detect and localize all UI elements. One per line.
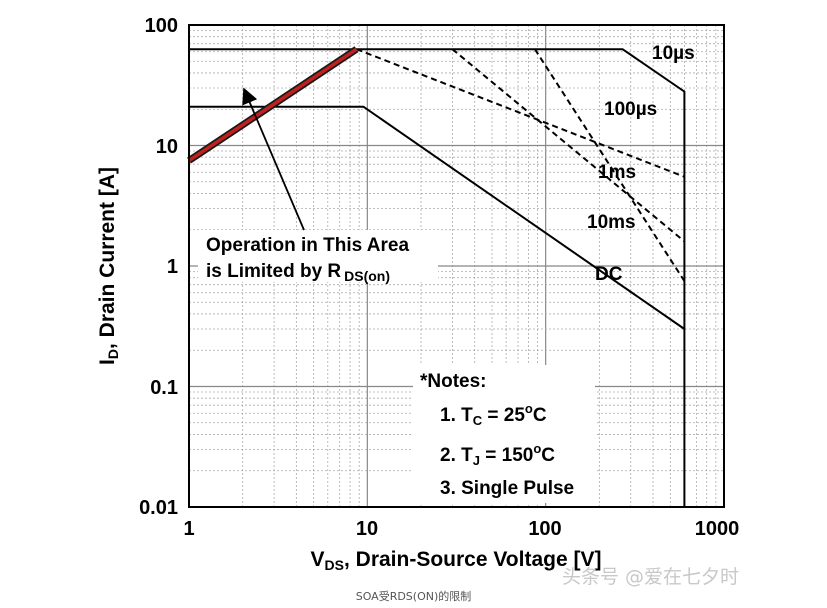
- x-tick-10: 10: [356, 518, 378, 540]
- notes-background: [413, 365, 595, 503]
- curves: [187, 46, 686, 507]
- label-1ms: 1ms: [598, 162, 636, 183]
- note-3: 3. Single Pulse: [440, 478, 574, 499]
- curve-1ms: [451, 48, 686, 243]
- x-tick-1000: 1000: [695, 518, 740, 540]
- x-axis-title: VDS, Drain-Source Voltage [V]: [311, 548, 602, 573]
- y-tick-10: 10: [156, 136, 178, 158]
- y-axis-title: ID, Drain Current [A]: [96, 167, 121, 365]
- annotation-line-2: is Limited by R DS(on): [206, 261, 390, 284]
- annotation-background: [198, 230, 438, 282]
- watermark: 头条号 @爱在七夕时: [562, 566, 740, 588]
- annotation-line-1: Operation in This Area: [206, 235, 409, 256]
- y-tick-1: 1: [167, 256, 178, 278]
- x-tick-100: 100: [528, 518, 561, 540]
- note-1: 1. TC = 25oC: [440, 401, 547, 428]
- curve-10ms: [534, 48, 686, 282]
- annotation-arrow: [242, 87, 305, 231]
- y-tick-0.1: 0.1: [150, 377, 178, 399]
- label-10ms: 10ms: [587, 212, 636, 233]
- x-tick-1: 1: [183, 518, 194, 540]
- curve-10-s: [189, 48, 686, 507]
- y-tick-100: 100: [145, 15, 178, 37]
- label-100us: 100µs: [604, 99, 657, 120]
- curve-100-s: [356, 48, 685, 178]
- label-10us: 10µs: [652, 43, 695, 64]
- note-2: 2. TJ = 150oC: [440, 441, 555, 468]
- y-tick-0.01: 0.01: [139, 497, 178, 519]
- curve-dc: [189, 105, 685, 330]
- label-dc: DC: [595, 264, 623, 285]
- figure-caption: SOA受RDS(ON)的限制: [355, 590, 472, 603]
- curve-r-ds-on-limit: [188, 47, 358, 163]
- notes-title: *Notes:: [420, 371, 487, 392]
- plot-frame: [188, 24, 725, 508]
